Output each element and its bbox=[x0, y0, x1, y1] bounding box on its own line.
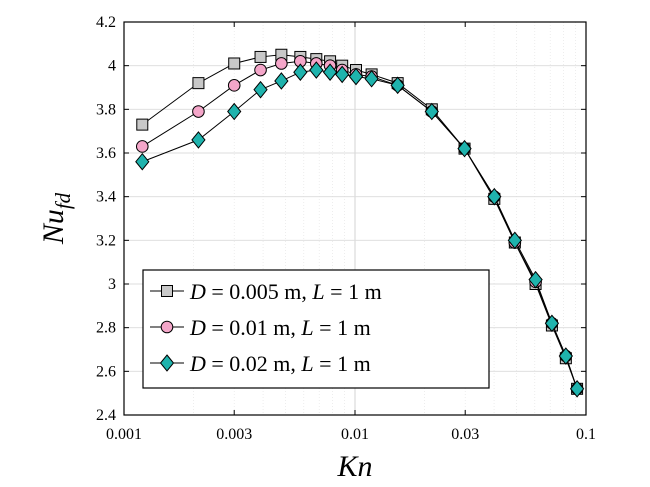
legend-marker bbox=[160, 320, 174, 334]
legend-entry-2: D = 0.01 m, L = 1 m bbox=[150, 315, 371, 340]
series-3 bbox=[135, 61, 585, 398]
series-1-point bbox=[254, 50, 267, 63]
series-3-point bbox=[544, 314, 560, 333]
legend-value: = 0.01 m, bbox=[206, 315, 302, 340]
y-tick-label: 3.2 bbox=[96, 232, 116, 249]
y-axis-title-subscript: fd bbox=[51, 192, 75, 209]
legend-variable: L bbox=[300, 351, 313, 376]
y-tick-label: 3.4 bbox=[96, 189, 116, 206]
legend-value: = 1 m bbox=[325, 279, 382, 304]
y-tick-label: 4.2 bbox=[96, 14, 116, 31]
x-tick-label: 0.03 bbox=[451, 426, 479, 443]
series-1-point bbox=[228, 57, 241, 70]
series-2-point bbox=[275, 57, 288, 70]
x-tick-label: 0.1 bbox=[576, 426, 596, 443]
series-3-point bbox=[528, 270, 543, 289]
legend-variable: L bbox=[300, 315, 313, 340]
series-2-point bbox=[192, 105, 205, 118]
x-tick-label: 0.001 bbox=[106, 426, 142, 443]
series-2-point bbox=[227, 79, 241, 92]
legend-variable: D bbox=[189, 279, 206, 304]
x-tick-label: 0.003 bbox=[216, 426, 252, 443]
series-2-point bbox=[254, 63, 267, 77]
x-tick-label: 0.01 bbox=[341, 426, 369, 443]
series-3-point bbox=[569, 380, 585, 398]
series-3-point bbox=[558, 347, 573, 365]
series-3-point bbox=[364, 69, 379, 88]
legend-label: D = 0.005 m, L = 1 m bbox=[189, 279, 382, 304]
series-3-point bbox=[348, 67, 364, 86]
series-layer bbox=[135, 48, 585, 398]
legend-label: D = 0.02 m, L = 1 m bbox=[189, 351, 371, 376]
legend-variable: D bbox=[189, 315, 206, 340]
y-tick-label: 2.4 bbox=[96, 407, 116, 424]
series-3-point bbox=[424, 102, 439, 121]
y-tick-label: 2.8 bbox=[96, 320, 116, 337]
series-2-point bbox=[135, 140, 149, 153]
series-3-point bbox=[191, 131, 206, 149]
series-3-point bbox=[507, 231, 522, 250]
legend-value: = 1 m bbox=[314, 315, 371, 340]
y-tick-label: 3.6 bbox=[96, 145, 116, 162]
legend-entry-1: D = 0.005 m, L = 1 m bbox=[150, 279, 382, 304]
y-tick-label: 2.6 bbox=[96, 363, 116, 380]
y-axis-title: Nufd bbox=[37, 192, 75, 245]
series-3-point bbox=[457, 139, 472, 158]
legend-box bbox=[142, 269, 490, 389]
legend-value: = 1 m bbox=[314, 351, 371, 376]
series-3-point bbox=[390, 76, 405, 95]
series-3-point bbox=[309, 61, 324, 79]
y-axis-title-main: Nu bbox=[37, 209, 70, 245]
legend: D = 0.005 m, L = 1 mD = 0.01 m, L = 1 mD… bbox=[142, 269, 490, 389]
legend-variable: L bbox=[311, 279, 324, 304]
legend-marker bbox=[161, 285, 173, 297]
legend-value: = 0.005 m, bbox=[206, 279, 313, 304]
y-tick-label: 3 bbox=[108, 276, 116, 293]
x-axis-title: Kn bbox=[336, 450, 372, 483]
series-3-point bbox=[274, 72, 289, 90]
series-3-point bbox=[487, 187, 502, 206]
series-3-point bbox=[322, 63, 338, 82]
series-1-point bbox=[192, 77, 205, 90]
series-1-point bbox=[136, 118, 149, 131]
series-3-point bbox=[227, 102, 242, 121]
legend-label: D = 0.01 m, L = 1 m bbox=[189, 315, 371, 340]
legend-value: = 0.02 m, bbox=[206, 351, 302, 376]
y-tick-label: 4 bbox=[108, 58, 116, 75]
axis-ticks: 0.001 0.003 0.01 0.03 0.1 2.4 2.6 2.8 3 3.2 3.4 3.6… bbox=[96, 14, 596, 443]
series-3-point bbox=[335, 65, 350, 84]
series-3-point bbox=[293, 63, 308, 82]
series-3-point bbox=[253, 80, 268, 99]
legend-variable: D bbox=[189, 351, 206, 376]
legend-marker bbox=[159, 354, 175, 372]
series-3-point bbox=[135, 152, 150, 171]
y-tick-label: 3.8 bbox=[96, 101, 116, 118]
legend-entry-3: D = 0.02 m, L = 1 m bbox=[150, 351, 371, 376]
